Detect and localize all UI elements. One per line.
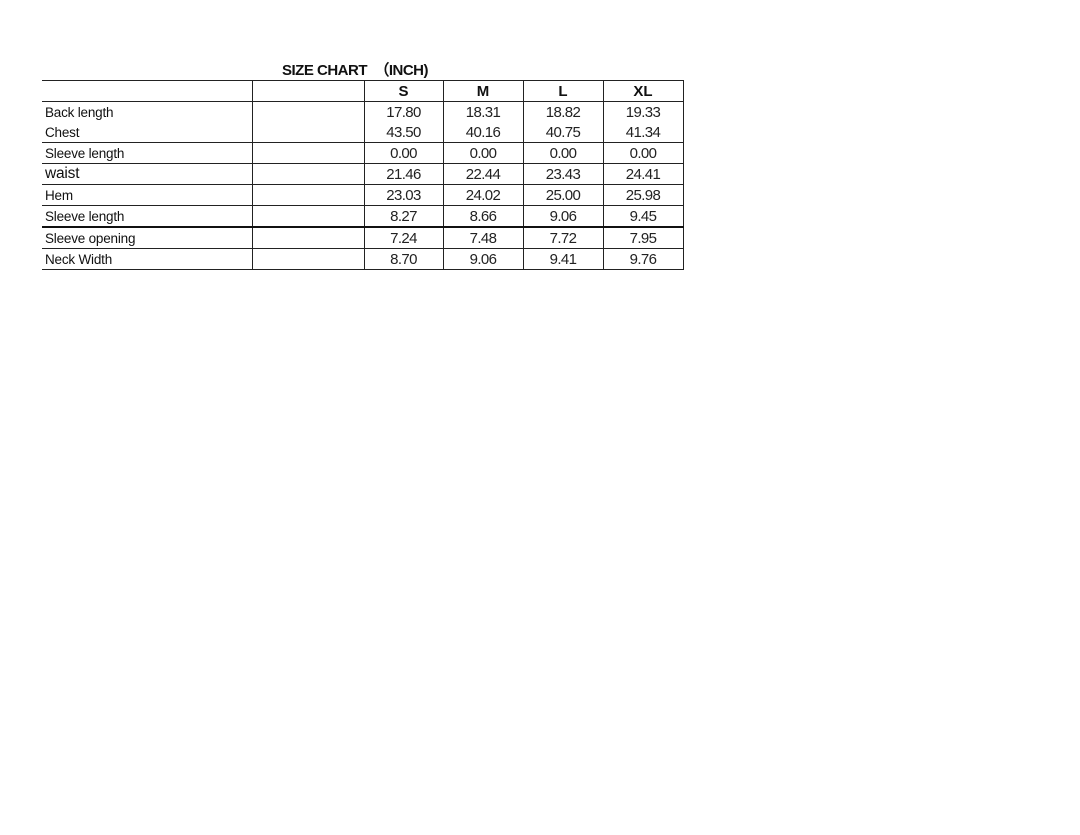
table-row: Sleeve length 0.00 0.00 0.00 0.00 <box>42 142 684 164</box>
measurement-label: Sleeve length <box>42 205 253 227</box>
measurement-value-s: 43.50 <box>364 122 444 143</box>
size-header-l: L <box>523 80 604 102</box>
blank-cell <box>252 122 365 143</box>
measurement-value-s: 8.70 <box>364 248 444 270</box>
measurement-value-l: 7.72 <box>523 226 604 249</box>
measurement-value-xl: 0.00 <box>603 142 684 164</box>
measurement-label: Back length <box>42 101 253 122</box>
table-row: waist 21.46 22.44 23.43 24.41 <box>42 163 684 185</box>
blank-cell <box>252 205 365 227</box>
measurement-value-m: 0.00 <box>443 142 524 164</box>
measurement-value-l: 18.82 <box>523 101 604 122</box>
table-row: Chest 43.50 40.16 40.75 41.34 <box>42 122 684 143</box>
measurement-label: Hem <box>42 184 253 206</box>
measurement-label: Neck Width <box>42 248 253 270</box>
measurement-value-s: 17.80 <box>364 101 444 122</box>
measurement-value-s: 0.00 <box>364 142 444 164</box>
table-row: Hem 23.03 24.02 25.00 25.98 <box>42 184 684 206</box>
blank-cell <box>252 101 365 122</box>
measurement-value-l: 9.41 <box>523 248 604 270</box>
measurement-value-s: 8.27 <box>364 205 444 227</box>
measurement-value-l: 23.43 <box>523 163 604 185</box>
header-row: S M L XL <box>42 80 684 102</box>
measurement-value-l: 9.06 <box>523 205 604 227</box>
size-header-xl: XL <box>603 80 684 102</box>
table-row: Sleeve opening 7.24 7.48 7.72 7.95 <box>42 226 684 249</box>
measurement-label: Sleeve length <box>42 142 253 164</box>
measurement-value-m: 7.48 <box>443 226 524 249</box>
table-row: Sleeve length 8.27 8.66 9.06 9.45 <box>42 205 684 227</box>
header-label-cell <box>42 80 253 102</box>
size-header-m: M <box>443 80 524 102</box>
measurement-value-xl: 41.34 <box>603 122 684 143</box>
measurement-label: waist <box>42 163 253 185</box>
header-blank-cell <box>252 80 365 102</box>
blank-cell <box>252 226 365 249</box>
size-chart-title: SIZE CHART （INCH) <box>282 62 429 79</box>
blank-cell <box>252 142 365 164</box>
measurement-value-l: 0.00 <box>523 142 604 164</box>
blank-cell <box>252 184 365 206</box>
measurement-value-xl: 24.41 <box>603 163 684 185</box>
measurement-value-xl: 9.45 <box>603 205 684 227</box>
measurement-label: Chest <box>42 122 253 143</box>
measurement-value-m: 40.16 <box>443 122 524 143</box>
measurement-label: Sleeve opening <box>42 226 253 249</box>
measurement-value-l: 40.75 <box>523 122 604 143</box>
size-chart-table: S M L XL Back length 17.80 18.31 18.82 19.33… <box>42 80 684 270</box>
measurement-value-xl: 19.33 <box>603 101 684 122</box>
measurement-value-s: 7.24 <box>364 226 444 249</box>
table-row: Back length 17.80 18.31 18.82 19.33 <box>42 101 684 122</box>
measurement-value-l: 25.00 <box>523 184 604 206</box>
measurement-value-m: 18.31 <box>443 101 524 122</box>
measurement-value-m: 24.02 <box>443 184 524 206</box>
measurement-value-m: 8.66 <box>443 205 524 227</box>
table-row: Neck Width 8.70 9.06 9.41 9.76 <box>42 248 684 270</box>
measurement-value-m: 22.44 <box>443 163 524 185</box>
measurement-value-s: 23.03 <box>364 184 444 206</box>
measurement-value-xl: 7.95 <box>603 226 684 249</box>
blank-cell <box>252 163 365 185</box>
measurement-value-s: 21.46 <box>364 163 444 185</box>
measurement-value-m: 9.06 <box>443 248 524 270</box>
size-header-s: S <box>364 80 444 102</box>
measurement-value-xl: 25.98 <box>603 184 684 206</box>
measurement-value-xl: 9.76 <box>603 248 684 270</box>
blank-cell <box>252 248 365 270</box>
